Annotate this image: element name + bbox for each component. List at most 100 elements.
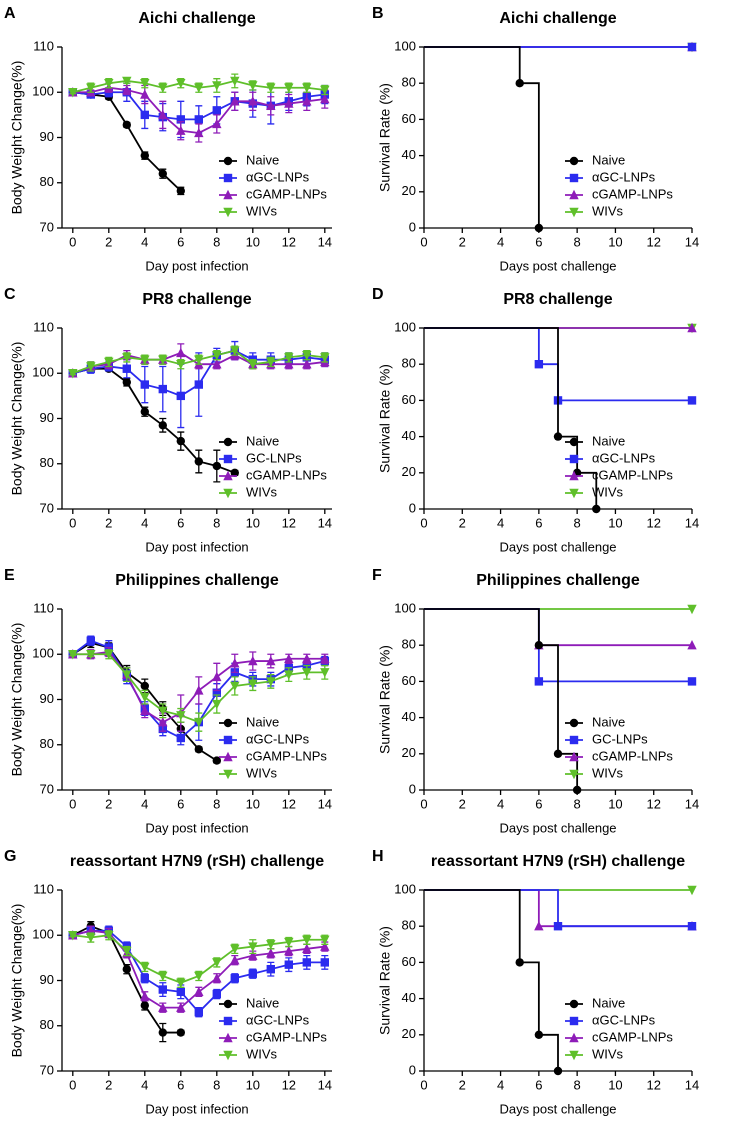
marker xyxy=(140,962,150,973)
marker xyxy=(104,357,114,368)
y-tick-label: 40 xyxy=(402,990,416,1005)
y-axis-label: Body Weight Change(%) xyxy=(9,623,25,777)
y-tick-label: 20 xyxy=(402,1026,416,1041)
x-tick-label: 6 xyxy=(177,796,184,811)
marker xyxy=(284,945,294,956)
x-tick-label: 12 xyxy=(282,234,296,249)
legend-label: cGAMP-LNPs xyxy=(592,186,673,201)
chart-title: Aichi challenge xyxy=(138,10,255,27)
marker xyxy=(266,948,276,958)
marker xyxy=(223,207,233,218)
y-tick-label: 110 xyxy=(33,881,54,896)
x-tick-label: 8 xyxy=(213,796,220,811)
marker xyxy=(68,650,78,660)
marker xyxy=(194,745,203,754)
marker xyxy=(248,969,257,978)
legend-label: WIVs xyxy=(246,203,278,218)
x-tick-label: 2 xyxy=(105,234,112,249)
x-tick-label: 14 xyxy=(685,515,699,530)
marker xyxy=(320,93,330,104)
x-tick-label: 2 xyxy=(105,1077,112,1092)
survival-line xyxy=(424,889,559,1071)
x-tick-label: 0 xyxy=(69,515,76,530)
x-tick-label: 4 xyxy=(497,796,504,811)
x-tick-label: 14 xyxy=(318,1077,332,1092)
marker xyxy=(569,1016,579,1026)
y-tick-label: 100 xyxy=(394,319,416,334)
x-tick-label: 12 xyxy=(282,515,296,530)
y-tick-label: 20 xyxy=(402,464,416,479)
marker xyxy=(534,223,544,233)
marker xyxy=(68,369,78,379)
y-tick-label: 70 xyxy=(40,1062,54,1077)
marker xyxy=(320,85,330,96)
marker xyxy=(687,322,697,333)
marker xyxy=(86,933,96,943)
marker xyxy=(302,359,312,369)
panel: A Aichi challenge Body Weight Change(%) Day… xyxy=(4,5,332,273)
legend-label: αGC-LNPs xyxy=(246,731,310,746)
chart-title: Philippines challenge xyxy=(476,572,640,589)
y-tick-label: 0 xyxy=(409,781,416,796)
marker xyxy=(176,79,186,89)
x-tick-label: 10 xyxy=(246,1077,260,1092)
legend-label: WIVs xyxy=(592,1046,624,1061)
marker xyxy=(212,350,222,361)
marker xyxy=(194,127,204,138)
marker xyxy=(248,655,258,666)
marker xyxy=(158,1028,167,1037)
x-tick-label: 4 xyxy=(141,1077,148,1092)
marker xyxy=(302,350,312,361)
marker xyxy=(158,706,168,717)
x-tick-label: 8 xyxy=(574,234,581,249)
legend-label: Naive xyxy=(592,995,625,1010)
marker xyxy=(553,432,563,441)
x-tick-label: 10 xyxy=(608,796,622,811)
y-tick-label: 60 xyxy=(402,392,416,407)
marker xyxy=(553,922,563,931)
survival-line xyxy=(424,608,692,647)
marker xyxy=(569,156,579,166)
marker xyxy=(176,125,186,135)
marker xyxy=(176,115,185,124)
y-tick-label: 100 xyxy=(32,646,54,661)
x-axis-label: Days post challenge xyxy=(499,539,616,554)
x-axis-label: Days post challenge xyxy=(499,1101,616,1116)
marker xyxy=(534,677,544,686)
x-tick-label: 2 xyxy=(105,796,112,811)
panel-letter: H xyxy=(372,848,384,865)
panel: C PR8 challenge Body Weight Change(%) Day p… xyxy=(4,286,332,554)
marker xyxy=(302,958,311,967)
panel-letter: C xyxy=(4,286,16,303)
marker xyxy=(194,115,203,124)
marker xyxy=(176,391,185,401)
x-tick-label: 8 xyxy=(574,1077,581,1092)
legend-label: Naive xyxy=(592,433,625,448)
marker xyxy=(194,1007,203,1017)
marker xyxy=(122,670,132,680)
marker xyxy=(194,355,204,365)
survival-line xyxy=(424,889,692,928)
marker xyxy=(248,360,258,370)
x-tick-label: 12 xyxy=(646,515,660,530)
x-tick-label: 10 xyxy=(608,1077,622,1092)
marker xyxy=(104,79,114,89)
marker xyxy=(122,946,132,957)
legend-label: WIVs xyxy=(246,1046,278,1061)
x-tick-label: 0 xyxy=(420,515,427,530)
marker xyxy=(212,81,222,91)
marker xyxy=(158,716,168,727)
survival-line xyxy=(424,46,540,228)
legend-label: WIVs xyxy=(246,765,278,780)
legend-label: αGC-LNPs xyxy=(592,1012,656,1027)
x-axis-label: Day post infection xyxy=(145,539,248,554)
y-tick-label: 80 xyxy=(402,918,416,933)
marker xyxy=(86,362,96,372)
y-tick-label: 90 xyxy=(40,972,54,987)
marker xyxy=(158,985,167,994)
panel: B Aichi challenge Survival Rate (%) Days po… xyxy=(372,5,699,273)
marker xyxy=(223,189,233,200)
y-tick-label: 100 xyxy=(32,84,54,99)
legend-label: cGAMP-LNPs xyxy=(592,467,673,482)
y-tick-label: 40 xyxy=(402,147,416,162)
